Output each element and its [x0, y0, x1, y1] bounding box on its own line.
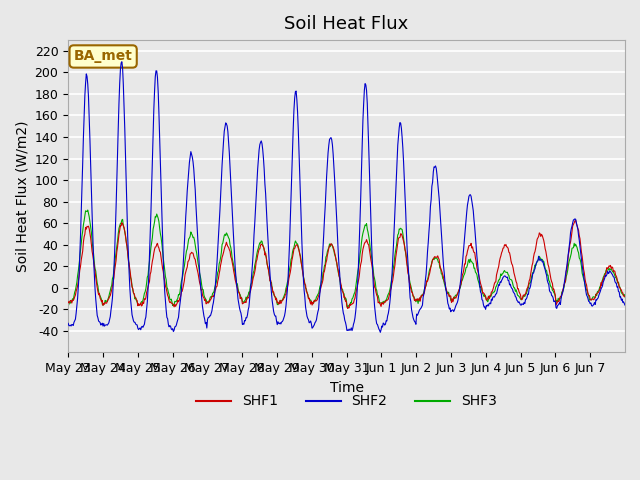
- X-axis label: Time: Time: [330, 381, 364, 395]
- Text: BA_met: BA_met: [74, 49, 132, 63]
- Title: Soil Heat Flux: Soil Heat Flux: [284, 15, 409, 33]
- Y-axis label: Soil Heat Flux (W/m2): Soil Heat Flux (W/m2): [15, 120, 29, 272]
- Legend: SHF1, SHF2, SHF3: SHF1, SHF2, SHF3: [191, 389, 502, 414]
